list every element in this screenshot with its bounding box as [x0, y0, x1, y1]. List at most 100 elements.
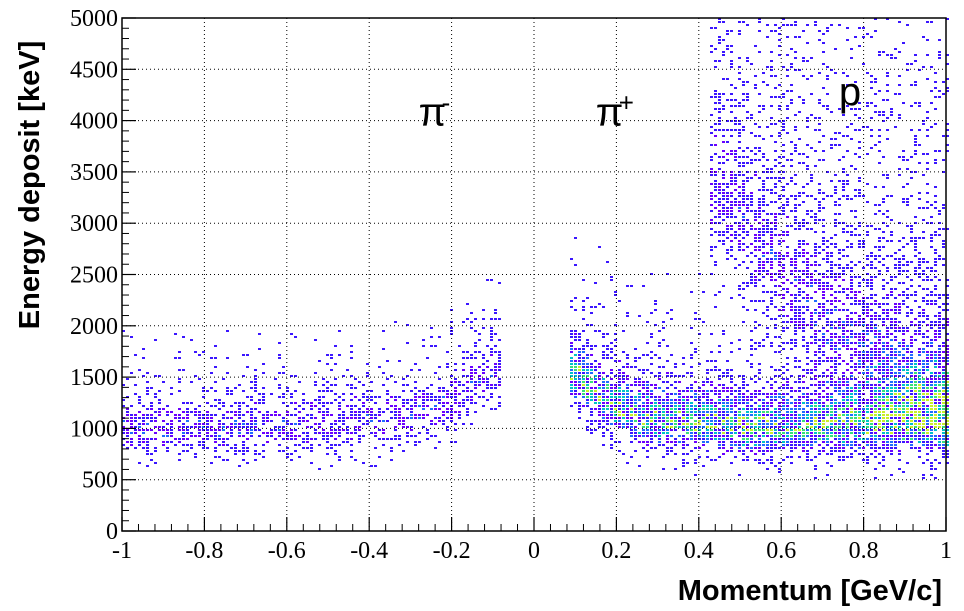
- heatmap-cell-1794: [682, 363, 685, 365]
- heatmap-cell-2557: [754, 321, 757, 323]
- heatmap-cell-3175: [794, 219, 797, 221]
- heatmap-cell-1055: [482, 405, 485, 407]
- heatmap-cell-4079: [854, 153, 857, 155]
- heatmap-cell-4734: [898, 294, 901, 296]
- heatmap-cell-547: [306, 420, 309, 422]
- heatmap-cell-1370: [610, 393, 613, 395]
- heatmap-cell-2916: [778, 273, 781, 275]
- heatmap-cell-620: [330, 423, 333, 425]
- heatmap-cell-3470: [814, 261, 817, 263]
- heatmap-cell-648: [338, 426, 341, 428]
- heatmap-cell-96: [150, 405, 153, 407]
- heatmap-cell-4313: [870, 255, 873, 257]
- heatmap-cell-821: [402, 426, 405, 428]
- heatmap-cell-3032: [786, 387, 789, 389]
- heatmap-cell-3062: [786, 105, 789, 107]
- heatmap-cell-3863: [842, 408, 845, 410]
- heatmap-cell-2860: [774, 273, 777, 275]
- heatmap-cell-1213: [582, 330, 585, 332]
- heatmap-cell-1463: [626, 393, 629, 395]
- heatmap-cell-3294: [802, 243, 805, 245]
- heatmap-cell-4603: [890, 387, 893, 389]
- heatmap-cell-343: [238, 435, 241, 437]
- heatmap-cell-3908: [842, 102, 845, 104]
- heatmap-cell-1996: [714, 405, 717, 407]
- heatmap-cell-3877: [842, 342, 845, 344]
- heatmap-cell-3768: [834, 297, 837, 299]
- heatmap-cell-4649: [894, 414, 897, 416]
- heatmap-cell-2928: [778, 198, 781, 200]
- heatmap-cell-38: [134, 420, 137, 422]
- heatmap-cell-409: [254, 387, 257, 389]
- heatmap-cell-3403: [810, 315, 813, 317]
- heatmap-cell-3166: [794, 267, 797, 269]
- heatmap-cell-3602: [822, 207, 825, 209]
- heatmap-cell-1553: [642, 387, 645, 389]
- heatmap-cell-1888: [698, 273, 701, 275]
- heatmap-cell-3467: [814, 279, 817, 281]
- heatmap-cell-90: [150, 438, 153, 440]
- heatmap-cell-213: [194, 375, 197, 377]
- heatmap-cell-1645: [658, 417, 661, 419]
- heatmap-cell-2155: [726, 429, 729, 431]
- heatmap-cell-4605: [890, 381, 893, 383]
- heatmap-cell-4715: [898, 384, 901, 386]
- heatmap-cell-2357: [738, 135, 741, 137]
- heatmap-cell-114: [158, 414, 161, 416]
- heatmap-cell-1298: [598, 387, 601, 389]
- heatmap-cell-2940: [778, 96, 781, 98]
- heatmap-cell-2570: [754, 234, 757, 236]
- heatmap-cell-2011: [714, 216, 717, 218]
- heatmap-cell-1408: [618, 441, 621, 443]
- heatmap-cell-1635: [654, 303, 657, 305]
- heatmap-cell-1887: [698, 318, 701, 320]
- heatmap-cell-456: [274, 411, 277, 413]
- heatmap-cell-2947: [782, 459, 785, 461]
- heatmap-cell-2854: [774, 318, 777, 320]
- heatmap-cell-1151: [574, 390, 577, 392]
- heatmap-cell-4706: [898, 411, 901, 413]
- heatmap-cell-7: [122, 405, 125, 407]
- heatmap-cell-4910: [910, 195, 913, 197]
- heatmap-cell-4976: [914, 54, 917, 56]
- heatmap-cell-2558: [754, 309, 757, 311]
- heatmap-cell-3469: [814, 264, 817, 266]
- heatmap-cell-4312: [870, 261, 873, 263]
- heatmap-cell-4779: [902, 357, 905, 359]
- heatmap-cell-2460: [746, 246, 749, 248]
- heatmap-cell-981: [454, 363, 457, 365]
- heatmap-cell-2845: [774, 393, 777, 395]
- heatmap-cell-2430: [742, 81, 745, 83]
- heatmap-cell-4560: [886, 270, 889, 272]
- heatmap-cell-238: [202, 396, 205, 398]
- heatmap-cell-1775: [682, 447, 685, 449]
- heatmap-cell-4167: [862, 387, 865, 389]
- heatmap-cell-3810: [838, 393, 841, 395]
- heatmap-cell-4873: [910, 411, 913, 413]
- heatmap-cell-1781: [682, 426, 685, 428]
- heatmap-cell-2023: [714, 135, 717, 137]
- heatmap-cell-1718: [670, 420, 673, 422]
- heatmap-cell-721: [362, 417, 365, 419]
- heatmap-cell-3752: [834, 369, 837, 371]
- heatmap-cell-2179: [726, 225, 729, 227]
- heatmap-cell-2124: [722, 219, 725, 221]
- heatmap-cell-4965: [914, 171, 917, 173]
- heatmap-cell-2867: [774, 222, 777, 224]
- heatmap-cell-616: [330, 435, 333, 437]
- heatmap-cell-1852: [694, 420, 697, 422]
- heatmap-cell-2968: [782, 378, 785, 380]
- heatmap-cell-2198: [726, 45, 729, 47]
- heatmap-cell-4928: [914, 411, 917, 413]
- heatmap-cell-3557: [822, 426, 825, 428]
- heatmap-cell-2956: [782, 423, 785, 425]
- heatmap-cell-1432: [622, 426, 625, 428]
- heatmap-cell-4292: [870, 351, 873, 353]
- heatmap-cell-110: [154, 375, 157, 377]
- heatmap-cell-1466: [626, 384, 629, 386]
- heatmap-cell-319: [230, 447, 233, 449]
- heatmap-cell-3946: [846, 315, 849, 317]
- heatmap-cell-991: [462, 423, 465, 425]
- heatmap-cell-73: [146, 450, 149, 452]
- heatmap-cell-3043: [786, 303, 789, 305]
